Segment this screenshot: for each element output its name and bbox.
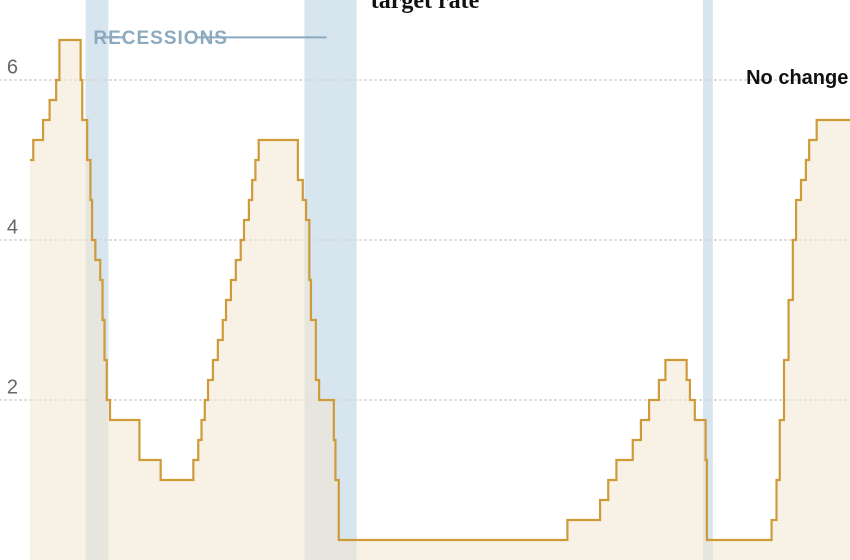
recession-label: RECESSIONS: [93, 28, 228, 49]
y-tick-label: 2: [7, 376, 18, 398]
y-tick-label: 6: [7, 56, 18, 78]
series-area: [30, 40, 850, 560]
chart-title: target rate: [371, 0, 480, 14]
chart-svg: 2 4 6 target rate RECESSIONS No change: [0, 0, 850, 560]
y-tick-label: 4: [7, 216, 18, 238]
fed-funds-chart: 2 4 6 target rate RECESSIONS No change: [0, 0, 850, 560]
annotation-no-change: No change: [746, 67, 848, 89]
